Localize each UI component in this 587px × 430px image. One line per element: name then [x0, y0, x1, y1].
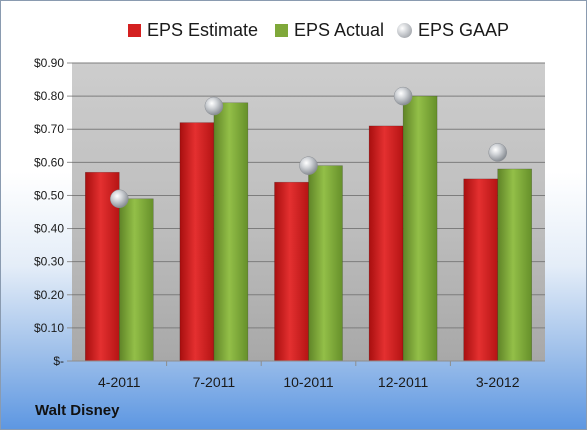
legend-swatch-eps-estimate — [128, 23, 141, 37]
x-tick-label: 12-2011 — [378, 374, 429, 390]
bar-eps-estimate — [179, 122, 215, 362]
legend-item-eps-estimate: EPS Estimate — [128, 17, 258, 43]
bar-eps-actual — [119, 198, 154, 362]
y-tick-label: $0.10 — [34, 321, 64, 335]
legend: EPS Estimate EPS Actual EPS GAAP — [1, 17, 586, 43]
bar-eps-estimate — [274, 181, 309, 362]
y-tick-label: $0.80 — [34, 89, 64, 103]
company-label: Walt Disney — [35, 402, 120, 419]
bar-eps-estimate — [463, 178, 499, 362]
legend-item-eps-actual: EPS Actual — [275, 17, 384, 43]
marker-eps-gaap — [488, 143, 507, 162]
x-tick-label: 4-2011 — [98, 374, 141, 390]
legend-label-eps-gaap: EPS GAAP — [418, 19, 510, 40]
marker-eps-gaap — [110, 189, 129, 209]
bar-eps-actual — [308, 165, 343, 362]
y-tick-label: $0.40 — [34, 222, 64, 236]
y-tick-label: $0.20 — [34, 288, 64, 302]
bar-eps-actual — [497, 168, 533, 362]
bar-eps-actual — [213, 102, 249, 362]
y-tick-label: $0.50 — [34, 188, 64, 202]
bar-eps-estimate — [368, 125, 404, 362]
y-tick-label: $0.60 — [34, 155, 64, 169]
legend-label-eps-estimate: EPS Estimate — [147, 19, 259, 40]
legend-label-eps-actual: EPS Actual — [294, 19, 385, 40]
y-tick-label: $0.30 — [34, 255, 64, 269]
legend-item-eps-gaap: EPS GAAP — [397, 17, 509, 43]
x-tick-label: 10-2011 — [283, 374, 334, 390]
marker-eps-gaap — [393, 86, 413, 106]
marker-eps-gaap — [299, 156, 318, 175]
legend-swatch-eps-actual — [275, 23, 288, 37]
y-tick-label: $0.70 — [34, 122, 64, 136]
x-tick-label: 3-2012 — [476, 374, 520, 390]
legend-marker-eps-gaap — [397, 22, 412, 38]
y-tick-label: $0.90 — [34, 56, 64, 70]
marker-eps-gaap — [204, 96, 224, 116]
x-tick-label: 7-2011 — [193, 374, 236, 390]
y-tick-label: $- — [53, 354, 64, 368]
bar-eps-actual — [402, 95, 438, 362]
